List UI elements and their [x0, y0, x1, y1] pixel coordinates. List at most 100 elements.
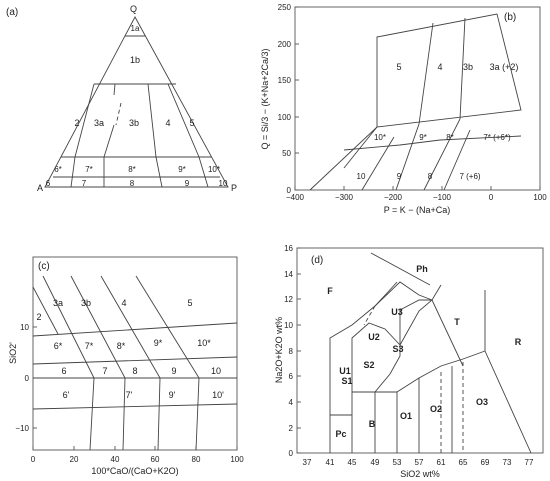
c-div-8-lower	[157, 377, 161, 451]
x-tick-label: 80	[192, 455, 201, 464]
field-label: S2	[363, 360, 374, 370]
panel-c-xlabel: 100*CaO/(CaO+K2O)	[91, 466, 178, 476]
field-label: 2	[74, 118, 79, 128]
panel-c-ylabel: SiO2'	[8, 342, 18, 364]
y-tick-label: 0	[25, 374, 30, 383]
y-tick-label: 14	[284, 270, 293, 279]
field-label: 8	[428, 172, 433, 181]
qap-div-6	[70, 156, 76, 188]
field-label: 9*	[178, 165, 186, 174]
field-label: 8*	[446, 133, 454, 142]
y-tick-label: 200	[278, 40, 292, 49]
tas-basic-box	[329, 391, 376, 453]
panel-c-label: (c)	[38, 261, 50, 272]
pq-div-7	[443, 129, 471, 191]
field-label: 8*	[128, 165, 136, 174]
field-label: 7*	[85, 165, 93, 174]
field-label: S1	[341, 376, 352, 386]
panel-d-frame	[296, 247, 544, 454]
field-label: 7* (+6*)	[483, 133, 511, 142]
field-label: 3b	[129, 118, 139, 128]
apex-p: P	[231, 183, 237, 193]
x-tick-label: 37	[303, 458, 312, 467]
field-label: 7 (+6)	[459, 172, 480, 181]
pq-div-4-3b	[459, 17, 466, 120]
tas-ph-bottom	[374, 281, 433, 307]
panel-c-frame	[32, 256, 238, 451]
y-tick-label: 0	[287, 186, 292, 195]
field-label: O3	[476, 397, 488, 407]
y-tick-label: 10	[284, 321, 293, 330]
x-tick-label: 57	[415, 458, 424, 467]
x-tick-label: 60	[151, 455, 160, 464]
x-tick-label: 49	[371, 458, 380, 467]
apex-q: Q	[130, 4, 137, 14]
field-label: O1	[400, 411, 412, 421]
field-label: T	[454, 317, 460, 327]
field-label: 5	[396, 62, 401, 72]
pq-star-line	[343, 135, 522, 151]
qap-div-9	[198, 156, 209, 188]
field-label: 9*	[154, 338, 163, 348]
c-div-7	[70, 275, 126, 379]
y-tick-label: 50	[282, 149, 291, 158]
panel-d-label: (d)	[311, 255, 323, 266]
panel-b-frame	[294, 6, 541, 191]
x-tick-label: −200	[384, 193, 403, 202]
tas-s-fields	[351, 322, 401, 393]
x-tick-label: −100	[433, 193, 452, 202]
x-tick-label: 45	[348, 458, 357, 467]
field-label: 1a	[131, 24, 140, 33]
y-tick-label: 10	[20, 323, 29, 332]
field-label: 10	[357, 172, 366, 181]
field-label: 5	[187, 298, 192, 308]
qap-div-8	[155, 156, 163, 188]
x-tick-label: −300	[335, 193, 354, 202]
field-label: 9	[171, 366, 176, 376]
qap-div-3a-bottom	[103, 124, 115, 158]
field-label: U3	[391, 307, 403, 317]
field-label: 10*	[208, 165, 220, 174]
panel-b-yaxis: 0 50 100 150 200 250	[278, 3, 299, 195]
qap-div-4	[147, 83, 157, 158]
qap-div-5	[167, 83, 200, 158]
field-label: 4	[437, 62, 442, 72]
field-label: 10*	[197, 338, 211, 348]
field-label: 6*	[54, 341, 63, 351]
pq-div-9	[395, 123, 420, 191]
field-label: 7	[82, 179, 87, 188]
x-tick-label: 69	[481, 458, 490, 467]
field-label: 7'	[126, 390, 133, 400]
c-line-mid	[32, 356, 238, 365]
field-label: 4	[121, 298, 126, 308]
panel-b-ylabel: Q = Si/3 − (K+Na+2Ca/3)	[260, 48, 270, 149]
field-label: 3a	[94, 118, 104, 128]
field-label: 3b	[463, 62, 473, 72]
y-tick-label: 0	[289, 449, 294, 458]
field-label: 9	[397, 172, 402, 181]
panel-d: (d) 0 2 4 6 8 10 12 14 16 37 41 45 49 53…	[274, 244, 544, 479]
field-label: 3a	[53, 298, 63, 308]
panel-d-xlabel: SiO2 wt%	[400, 469, 440, 479]
tas-alkali-left	[329, 291, 389, 415]
field-label: S3	[392, 344, 403, 354]
tas-ph-top	[370, 252, 431, 286]
panel-b: (b) 0 50 100 150 200 250 −400 −300 −200 …	[260, 3, 547, 215]
pq-div-10	[361, 136, 395, 191]
panel-c: (c) −10 0 10 0 20 40 60 80 100 100*CaO/(…	[8, 256, 244, 476]
tas-o-top	[396, 350, 486, 393]
pq-left-slant	[309, 126, 378, 191]
field-label: 9'	[169, 390, 176, 400]
y-tick-label: −10	[15, 424, 29, 433]
y-tick-label: 4	[289, 398, 294, 407]
c-div-6-lower	[89, 377, 95, 451]
field-label: 5	[189, 118, 194, 128]
panel-d-ylabel: Na2O+K2O wt%	[274, 317, 284, 383]
panel-d-yaxis: 0 2 4 6 8 10 12 14 16	[284, 244, 301, 458]
tas-ph-left	[387, 281, 398, 293]
field-label: 7*	[85, 341, 94, 351]
panel-d-xaxis: 37 41 45 49 53 57 61 65 69 73 77	[303, 458, 534, 467]
x-tick-label: 0	[489, 193, 494, 202]
x-tick-label: 61	[437, 458, 446, 467]
